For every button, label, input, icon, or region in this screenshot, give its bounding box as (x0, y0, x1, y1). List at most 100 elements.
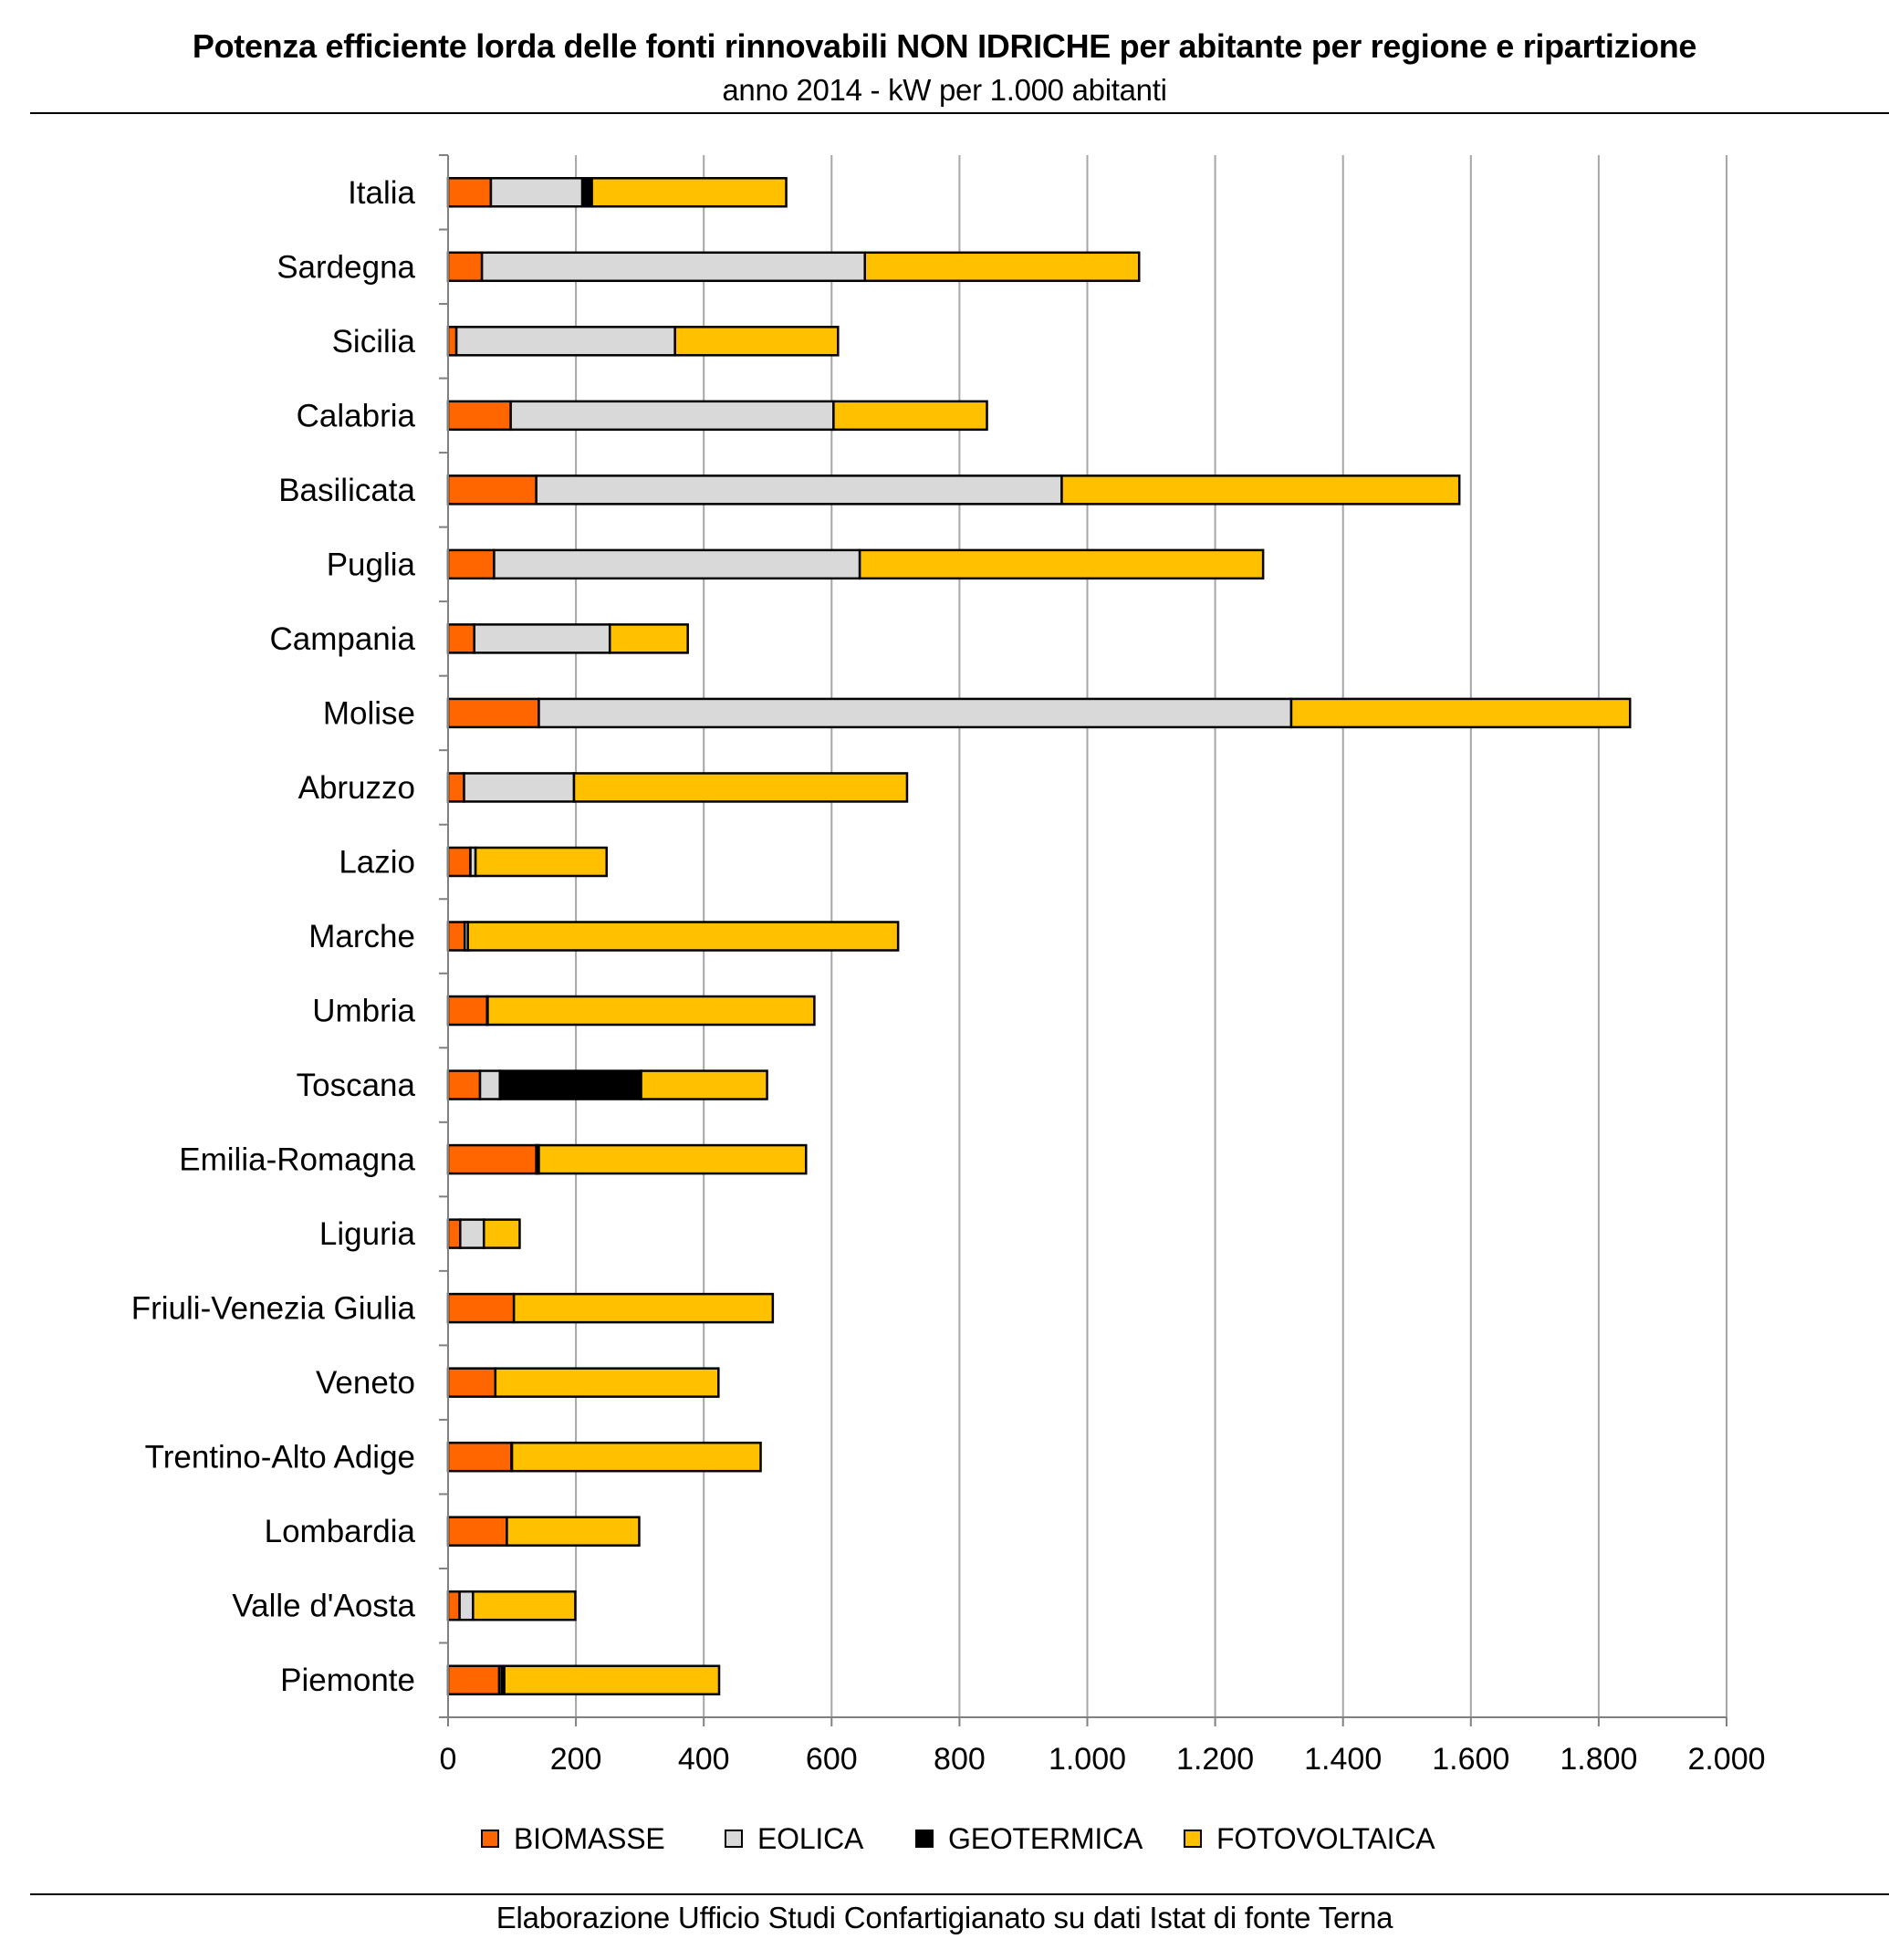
bar-segment-fotovoltaica (494, 1367, 720, 1398)
x-tick-label: 400 (678, 1742, 730, 1777)
bar-segment-geotermica (498, 1069, 642, 1100)
bar-segment-eolica (473, 623, 611, 654)
category-label: Toscana (297, 1068, 416, 1103)
bar-segment-eolica (454, 326, 676, 357)
bar-segment-eolica (509, 400, 835, 432)
bar-segment-biomasse (446, 623, 475, 654)
bar-segment-biomasse (446, 474, 537, 506)
x-tick-label: 1.000 (1049, 1742, 1126, 1777)
legend: BIOMASSE EOLICA GEOTERMICA FOTOVOLTAICA (0, 1819, 1889, 1859)
bar-segment-biomasse (446, 1292, 516, 1324)
bar-segment-biomasse (446, 1143, 537, 1175)
x-tick-label: 200 (550, 1742, 602, 1777)
legend-item-geotermica: GEOTERMICA (915, 1819, 1143, 1859)
category-label: Campania (269, 621, 415, 657)
legend-label-fotovoltaica: FOTOVOLTAICA (1216, 1821, 1435, 1855)
bar-segment-fotovoltaica (512, 1292, 775, 1324)
axes (439, 154, 1727, 1726)
bar-segment-biomasse (446, 251, 484, 283)
category-label: Emilia-Romagna (179, 1142, 415, 1178)
bar-segment-biomasse (446, 1590, 461, 1621)
bar-segment-biomasse (446, 1367, 497, 1398)
category-label: Liguria (319, 1216, 416, 1252)
category-label: Lombardia (265, 1514, 416, 1549)
bar-segment-eolica (480, 251, 866, 283)
bar-segment-biomasse (446, 1441, 513, 1473)
bar-segment-fotovoltaica (482, 1218, 521, 1249)
bar-segment-biomasse (446, 1069, 482, 1100)
bar-segment-fotovoltaica (466, 921, 900, 952)
category-label: Molise (323, 695, 415, 731)
category-label: Abruzzo (298, 770, 415, 806)
category-label: Calabria (297, 398, 416, 433)
category-label: Marche (308, 919, 415, 954)
bar-segment-fotovoltaica (1289, 697, 1632, 729)
source-note: Elaborazione Ufficio Studi Confartigiana… (496, 1901, 1393, 1934)
legend-item-fotovoltaica: FOTOVOLTAICA (1184, 1819, 1435, 1859)
bar-segment-eolica (537, 697, 1293, 729)
bar-segment-fotovoltaica (474, 846, 608, 878)
x-tick-labels: 0 200 400 600 800 1.000 1.200 1.400 1.600 1.800 2.… (440, 1742, 1766, 1777)
bar-segment-fotovoltaica (608, 623, 689, 654)
bar-segment-eolica (489, 177, 584, 208)
x-tick-label: 1.600 (1432, 1742, 1509, 1777)
category-label: Puglia (327, 547, 416, 582)
category-label: Trentino-Alto Adige (145, 1440, 415, 1475)
x-tick-label: 0 (440, 1742, 457, 1777)
bar-segment-biomasse (446, 1218, 462, 1249)
bar-segment-fotovoltaica (472, 1590, 577, 1621)
bar-segment-eolica (478, 1069, 501, 1100)
bar-segment-biomasse (446, 548, 496, 580)
bar-segment-biomasse (446, 400, 512, 432)
bar-segment-fotovoltaica (503, 1664, 721, 1695)
bar-segment-biomasse (446, 1664, 501, 1695)
bar-segment-biomasse (446, 846, 472, 878)
bar-segment-fotovoltaica (590, 177, 788, 208)
bar-segment-biomasse (446, 1516, 508, 1547)
x-tick-label: 800 (934, 1742, 986, 1777)
bar-segment-biomasse (446, 772, 465, 803)
bar-segment-fotovoltaica (537, 1143, 808, 1175)
chart-subtitle: anno 2014 - kW per 1.000 abitanti (722, 73, 1167, 107)
bar-segment-biomasse (446, 921, 466, 952)
bar-segment-fotovoltaica (863, 251, 1141, 283)
bar-segment-eolica (493, 548, 861, 580)
x-tick-label: 1.200 (1176, 1742, 1254, 1777)
bar-segment-fotovoltaica (510, 1441, 762, 1473)
legend-swatch-fotovoltaica (1184, 1830, 1202, 1848)
bar-segment-fotovoltaica (640, 1069, 768, 1100)
bar-segment-eolica (459, 1218, 485, 1249)
bar-segment-geotermica (580, 177, 593, 208)
x-tick-label: 600 (806, 1742, 858, 1777)
category-label: Valle d'Aosta (232, 1589, 415, 1624)
bars (446, 177, 1632, 1695)
category-label: Italia (348, 175, 415, 211)
bar-segment-eolica (463, 772, 576, 803)
category-label: Veneto (316, 1365, 415, 1401)
bar-segment-biomasse (446, 697, 540, 729)
bottom-rule (30, 1893, 1889, 1895)
bar-segment-fotovoltaica (673, 326, 840, 357)
legend-swatch-eolica (725, 1830, 743, 1848)
legend-swatch-geotermica (915, 1830, 934, 1848)
chart-title: Potenza efficiente lorda delle fonti rin… (192, 27, 1697, 65)
category-labels: Italia Sardegna Sicilia Calabria Basilicata P… (131, 175, 416, 1698)
bar-segment-biomasse (446, 326, 458, 357)
bar-segment-fotovoltaica (572, 772, 909, 803)
x-tick-label: 1.800 (1560, 1742, 1637, 1777)
bar-segment-eolica (535, 474, 1063, 506)
category-label: Basilicata (278, 473, 415, 508)
legend-item-eolica: EOLICA (725, 1819, 863, 1859)
bar-segment-fotovoltaica (858, 548, 1265, 580)
category-label: Piemonte (280, 1663, 415, 1698)
bar-segment-biomasse (446, 995, 488, 1027)
legend-label-eolica: EOLICA (757, 1821, 864, 1855)
legend-label-biomasse: BIOMASSE (514, 1821, 665, 1855)
category-label: Friuli-Venezia Giulia (131, 1291, 416, 1327)
x-tick-label: 2.000 (1687, 1742, 1765, 1777)
bar-segment-fotovoltaica (1060, 474, 1461, 506)
legend-item-biomasse: BIOMASSE (481, 1819, 665, 1859)
legend-swatch-biomasse (481, 1830, 499, 1848)
legend-label-geotermica: GEOTERMICA (948, 1821, 1143, 1855)
